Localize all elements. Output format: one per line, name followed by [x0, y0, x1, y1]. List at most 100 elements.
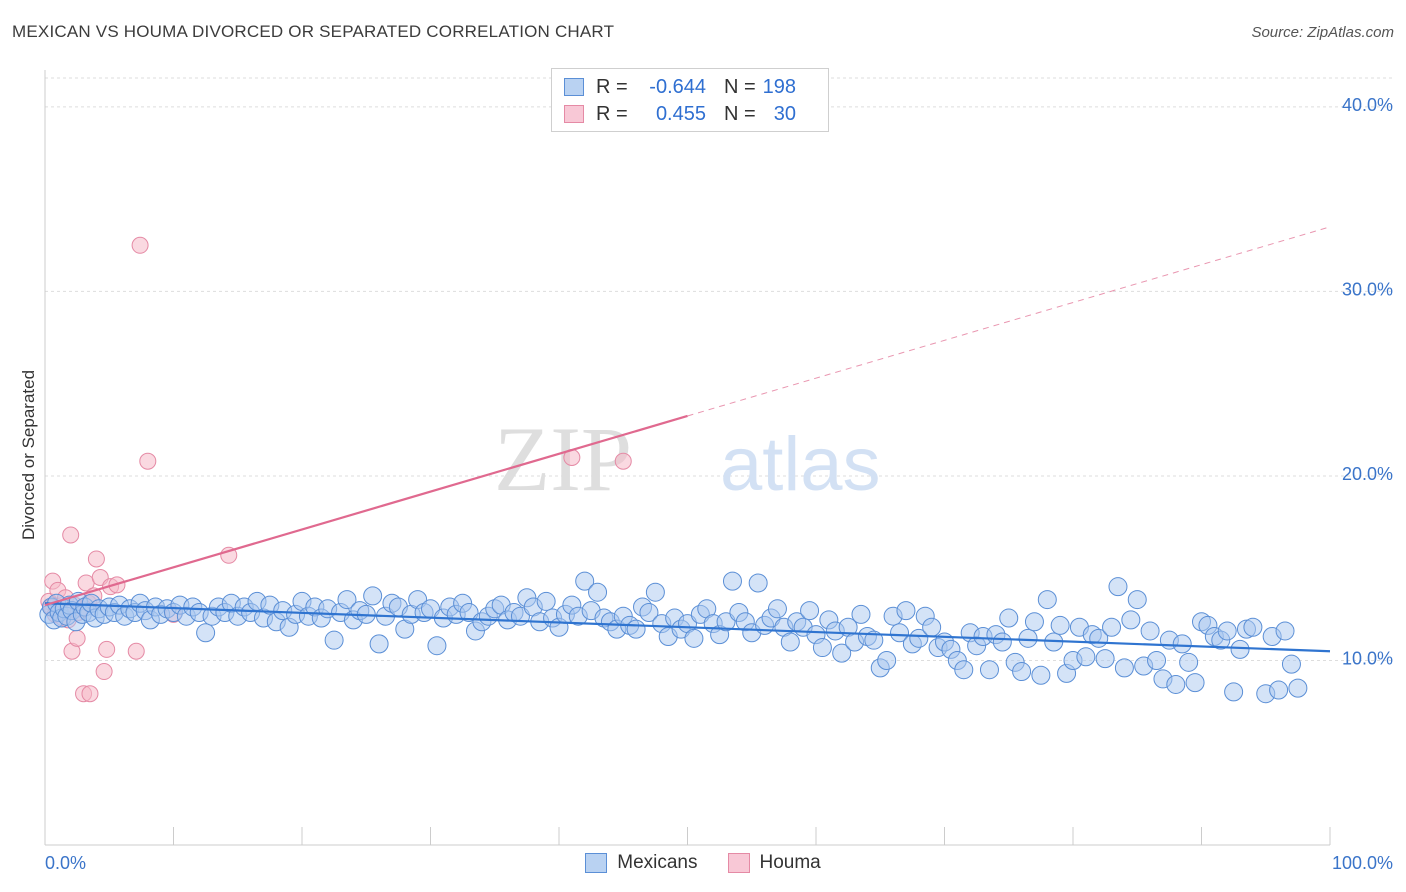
houma-point [98, 640, 116, 658]
mexicans-point [1095, 649, 1115, 669]
mexicans-point [626, 619, 646, 639]
mexicans-point [1179, 652, 1199, 672]
watermark-zip: ZIP [494, 408, 632, 510]
mexicans-point [588, 582, 608, 602]
mexicans-point [1172, 634, 1192, 654]
legend-r-label: R = [596, 75, 628, 98]
legend-swatch-houma [564, 105, 584, 123]
mexicans-point [337, 590, 357, 610]
mexicans-point [896, 601, 916, 621]
mexicans-point [979, 660, 999, 680]
mexicans-point [363, 586, 383, 606]
mexicans-point [877, 650, 897, 670]
houma-point [62, 526, 80, 544]
mexicans-point [1121, 610, 1141, 630]
axes [44, 70, 1331, 846]
legend-label-houma: Houma [759, 852, 821, 873]
mexicans-point [1050, 615, 1070, 635]
mexicans-point [954, 660, 974, 680]
houma-trend-line [44, 414, 688, 607]
y-tick-label: 10.0% [1342, 648, 1393, 668]
mexicans-point [1114, 658, 1134, 678]
mexicans-point [1275, 621, 1295, 641]
houma-point [127, 642, 145, 660]
legend-item-mexicans[interactable]: Mexicans [585, 852, 698, 874]
mexicans-point [1166, 674, 1186, 694]
legend-label-mexicans: Mexicans [617, 852, 698, 873]
mexicans-point [575, 571, 595, 591]
houma-point [95, 663, 113, 681]
mexicans-point [1127, 590, 1147, 610]
mexicans-point [1281, 654, 1301, 674]
mexicans-point [832, 643, 852, 663]
mexicans-point [992, 632, 1012, 652]
mexicans-point [780, 632, 800, 652]
mexicans-point [1288, 678, 1308, 698]
legend-n-label: N = [724, 75, 756, 98]
legend-n-value: 30 [773, 102, 796, 125]
watermark: ZIP atlas [494, 408, 881, 510]
mexicans-point [1012, 662, 1032, 682]
mexicans-point [922, 617, 942, 637]
mexicans-point [1224, 682, 1244, 702]
series-legend: Mexicans Houma [0, 852, 1406, 874]
mexicans-point [459, 603, 479, 622]
mexicans-point [1269, 680, 1289, 700]
mexicans-point [767, 599, 787, 619]
mexicans-point [1147, 650, 1167, 670]
mexicans-point [536, 591, 556, 611]
correlation-legend: R = -0.644 N = 198 R = 0.455 N = 30 [551, 68, 829, 132]
mexicans-point [851, 604, 871, 624]
mexicans-point [1031, 665, 1051, 685]
mexicans-point [324, 630, 344, 650]
mexicans-point [1037, 590, 1057, 610]
legend-r-value: 0.455 [655, 102, 706, 125]
mexicans-point [1024, 612, 1044, 632]
legend-swatch-houma [727, 853, 750, 873]
houma-point [87, 550, 105, 568]
mexicans-point [999, 608, 1019, 628]
houma-point [614, 452, 632, 470]
mexicans-point [1102, 617, 1122, 637]
mexicans-point [812, 638, 832, 658]
mexicans-point [1140, 621, 1160, 641]
y-axis-label: Divorced or Separated [19, 370, 38, 540]
mexicans-point [748, 573, 768, 593]
legend-n-value: 198 [762, 75, 796, 98]
legend-r-value: -0.644 [649, 75, 706, 98]
mexicans-point [722, 571, 742, 591]
legend-row-houma: R = 0.455 N = 30 [564, 102, 796, 126]
legend-n-label: N = [724, 102, 756, 125]
legend-r-label: R = [596, 102, 628, 125]
mexicans-point [890, 623, 910, 643]
mexicans-point [1230, 639, 1250, 659]
mexicans-trend-line [44, 602, 1331, 653]
tick-labels: 10.0% 20.0% 30.0% 40.0% 0.0% 100.0% [45, 95, 1393, 873]
mexicans-point [716, 612, 736, 632]
x-tick-label: 0.0% [45, 853, 86, 873]
houma-point [139, 452, 157, 470]
source-label: Source: ZipAtlas.com [1251, 24, 1394, 41]
mexicans-points [39, 571, 1308, 704]
mexicans-point [196, 623, 216, 643]
chart-title: MEXICAN VS HOUMA DIVORCED OR SEPARATED C… [12, 22, 615, 41]
legend-item-houma[interactable]: Houma [727, 852, 821, 874]
mexicans-point [800, 601, 820, 621]
legend-swatch-mexicans [564, 78, 584, 96]
mexicans-point [864, 630, 884, 650]
mexicans-point [1243, 617, 1263, 637]
legend-swatch-mexicans [585, 853, 608, 873]
mexicans-point [1108, 577, 1128, 597]
houma-trend-extension [687, 226, 1331, 417]
houma-point [131, 236, 149, 254]
trend-lines [44, 226, 1331, 653]
mexicans-point [684, 628, 704, 648]
mexicans-point [1018, 628, 1038, 648]
y-tick-label: 40.0% [1342, 95, 1393, 115]
mexicans-point [645, 582, 665, 602]
mexicans-point [1217, 621, 1237, 641]
mexicans-point [1076, 647, 1096, 667]
houma-point [68, 629, 86, 647]
houma-point [81, 685, 99, 703]
